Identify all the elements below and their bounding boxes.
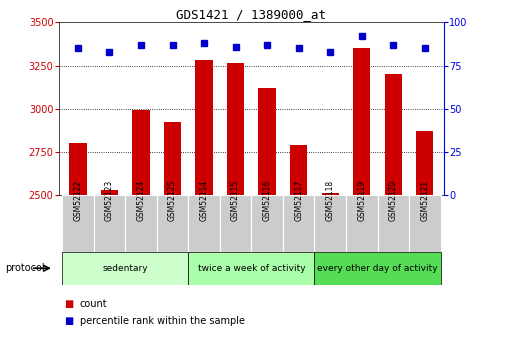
- Text: ■: ■: [64, 299, 73, 308]
- Title: GDS1421 / 1389000_at: GDS1421 / 1389000_at: [176, 8, 326, 21]
- Bar: [188, 195, 220, 252]
- Text: sedentary: sedentary: [103, 264, 148, 273]
- Text: GSM52115: GSM52115: [231, 179, 240, 220]
- Bar: [101, 190, 118, 195]
- Text: GSM52119: GSM52119: [357, 179, 366, 220]
- Text: GSM52123: GSM52123: [105, 179, 114, 220]
- Text: GSM52116: GSM52116: [263, 179, 272, 220]
- Bar: [125, 195, 157, 252]
- Bar: [346, 195, 378, 252]
- Bar: [195, 60, 213, 195]
- Bar: [283, 195, 314, 252]
- Text: every other day of activity: every other day of activity: [317, 264, 438, 273]
- Text: GSM52117: GSM52117: [294, 179, 303, 220]
- Bar: [409, 195, 441, 252]
- Bar: [290, 145, 307, 195]
- Text: GSM52124: GSM52124: [136, 179, 146, 220]
- Bar: [314, 195, 346, 252]
- Text: twice a week of activity: twice a week of activity: [198, 264, 305, 273]
- Bar: [385, 74, 402, 195]
- Text: GSM52121: GSM52121: [420, 179, 429, 220]
- Text: GSM52122: GSM52122: [73, 179, 83, 220]
- Text: GSM52120: GSM52120: [389, 179, 398, 220]
- Bar: [314, 252, 441, 285]
- Text: ■: ■: [64, 316, 73, 326]
- Bar: [227, 63, 244, 195]
- Bar: [132, 110, 150, 195]
- Text: GSM52114: GSM52114: [200, 179, 209, 220]
- Bar: [62, 195, 94, 252]
- Bar: [69, 143, 87, 195]
- Bar: [157, 195, 188, 252]
- Text: GSM52125: GSM52125: [168, 179, 177, 220]
- Text: percentile rank within the sample: percentile rank within the sample: [80, 316, 245, 326]
- Bar: [353, 48, 370, 195]
- Bar: [62, 252, 188, 285]
- Bar: [259, 88, 276, 195]
- Bar: [188, 252, 314, 285]
- Bar: [322, 193, 339, 195]
- Bar: [251, 195, 283, 252]
- Bar: [378, 195, 409, 252]
- Bar: [220, 195, 251, 252]
- Text: protocol: protocol: [5, 263, 45, 273]
- Text: GSM52118: GSM52118: [326, 179, 334, 220]
- Text: count: count: [80, 299, 107, 308]
- Bar: [94, 195, 125, 252]
- Bar: [164, 122, 181, 195]
- Bar: [416, 131, 433, 195]
